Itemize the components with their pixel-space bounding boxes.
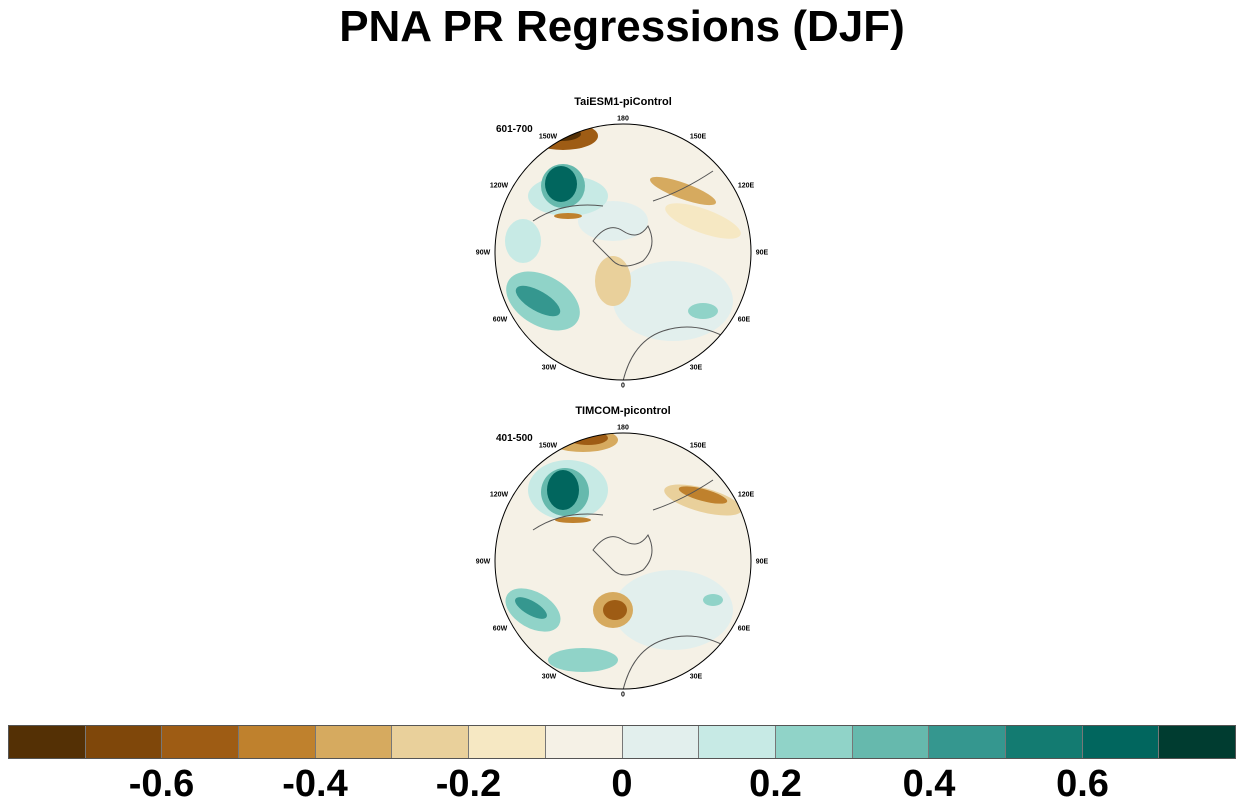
- figure-title: PNA PR Regressions (DJF): [339, 2, 905, 51]
- colorbar-swatch: [9, 726, 86, 758]
- colorbar-swatch: [315, 726, 393, 758]
- lon-label: 120W: [489, 182, 509, 190]
- lon-label: 60W: [492, 316, 508, 324]
- colorbar-swatch: [622, 726, 700, 758]
- colorbar-swatch: [85, 726, 163, 758]
- colorbar-tick-label: -0.2: [435, 763, 502, 805]
- colorbar-swatch: [162, 726, 240, 758]
- colorbar-swatch: [392, 726, 470, 758]
- polar-map: [494, 432, 752, 690]
- lon-label: 180: [617, 115, 629, 123]
- colorbar-tick-label: 0: [611, 763, 633, 805]
- panel-period: 401-500: [496, 433, 533, 444]
- lon-label: 60W: [492, 625, 508, 633]
- lon-label: 120W: [489, 491, 509, 499]
- lon-label: 150W: [538, 442, 558, 450]
- colorbar-swatch: [852, 726, 930, 758]
- lon-label: 90W: [475, 249, 491, 257]
- panel-title: TIMCOM-picontrol: [575, 405, 671, 417]
- colorbar-tick-label: -0.4: [282, 763, 348, 805]
- colorbar-swatch: [1159, 726, 1235, 758]
- panel-period: 601-700: [496, 124, 533, 135]
- colorbar-tick-label: -0.6: [128, 763, 195, 805]
- colorbar-swatch: [1005, 726, 1083, 758]
- lon-label: 0: [621, 382, 625, 390]
- colorbar-swatch: [545, 726, 623, 758]
- lon-label: 150E: [689, 133, 707, 141]
- lon-label: 150E: [689, 442, 707, 450]
- colorbar-tick-label: 0.6: [1056, 763, 1109, 805]
- colorbar: [8, 725, 1236, 759]
- lon-label: 90E: [755, 558, 769, 566]
- colorbar-swatch: [775, 726, 853, 758]
- lon-label: 60E: [737, 316, 751, 324]
- lon-label: 60E: [737, 625, 751, 633]
- lon-label: 30W: [541, 364, 557, 372]
- lon-label: 150W: [538, 133, 558, 141]
- lon-label: 90E: [755, 249, 769, 257]
- colorbar-swatch: [239, 726, 316, 758]
- lon-label: 30E: [689, 364, 703, 372]
- polar-map: [494, 123, 752, 381]
- lon-label: 30E: [689, 673, 703, 681]
- lon-label: 120E: [737, 182, 755, 190]
- lon-label: 90W: [475, 558, 491, 566]
- colorbar-tick-label: 0.4: [902, 763, 956, 805]
- lon-label: 30W: [541, 673, 557, 681]
- colorbar-swatch: [929, 726, 1006, 758]
- colorbar-tick-label: 0.2: [749, 763, 802, 805]
- lon-label: 120E: [737, 491, 755, 499]
- panel-title: TaiESM1-piControl: [574, 96, 672, 108]
- lon-label: 180: [617, 424, 629, 432]
- colorbar-swatch: [1082, 726, 1160, 758]
- lon-label: 0: [621, 691, 625, 699]
- colorbar-swatch: [699, 726, 776, 758]
- colorbar-swatch: [469, 726, 546, 758]
